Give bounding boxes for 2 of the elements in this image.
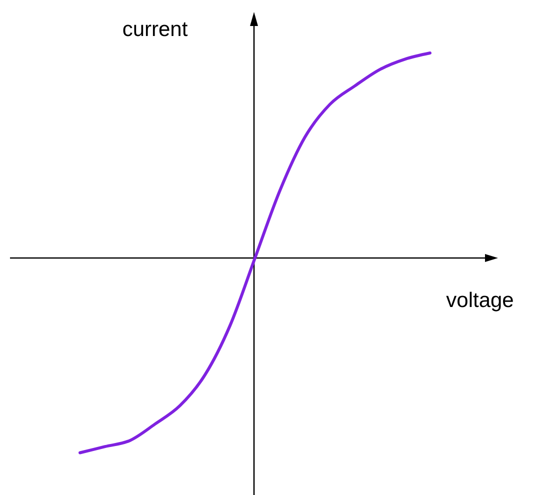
y-axis-title: current — [122, 18, 188, 41]
x-axis-title: voltage — [446, 289, 514, 312]
